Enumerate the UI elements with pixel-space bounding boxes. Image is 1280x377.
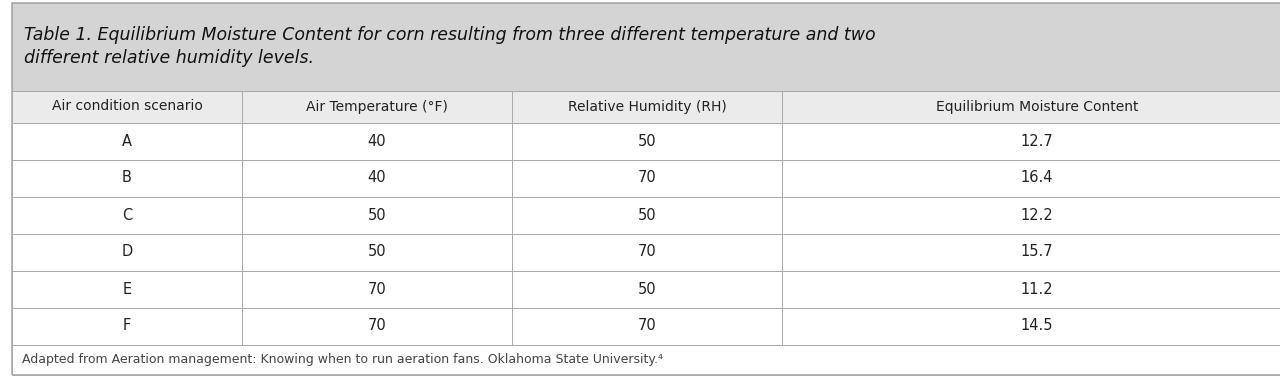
Bar	[782, 308, 1280, 345]
Bar	[242, 90, 512, 123]
Text: D: D	[122, 245, 133, 259]
Bar	[512, 123, 782, 159]
Bar	[512, 196, 782, 233]
Text: 50: 50	[637, 133, 657, 149]
Bar	[242, 196, 512, 233]
Bar	[512, 233, 782, 271]
Bar	[242, 159, 512, 196]
Text: 15.7: 15.7	[1020, 245, 1053, 259]
Bar	[512, 90, 782, 123]
Bar	[782, 196, 1280, 233]
Bar	[242, 308, 512, 345]
Bar	[12, 3, 1280, 90]
Text: 70: 70	[637, 319, 657, 334]
Bar	[782, 159, 1280, 196]
Bar	[242, 123, 512, 159]
Bar	[782, 233, 1280, 271]
Text: 50: 50	[367, 245, 387, 259]
Bar	[12, 308, 242, 345]
Bar	[12, 233, 242, 271]
Bar	[782, 90, 1280, 123]
Text: 40: 40	[367, 133, 387, 149]
Text: A: A	[122, 133, 132, 149]
Text: E: E	[123, 282, 132, 296]
Text: 50: 50	[637, 207, 657, 222]
Text: Equilibrium Moisture Content: Equilibrium Moisture Content	[936, 100, 1138, 113]
Text: 50: 50	[367, 207, 387, 222]
Bar	[782, 123, 1280, 159]
Bar	[12, 271, 242, 308]
Text: 12.2: 12.2	[1020, 207, 1053, 222]
Text: 11.2: 11.2	[1020, 282, 1053, 296]
Bar	[242, 271, 512, 308]
Bar	[12, 196, 242, 233]
Text: 14.5: 14.5	[1020, 319, 1053, 334]
Text: 70: 70	[367, 319, 387, 334]
Bar	[512, 271, 782, 308]
Text: Table 1. Equilibrium Moisture Content for corn resulting from three different te: Table 1. Equilibrium Moisture Content fo…	[24, 26, 876, 67]
Text: 70: 70	[637, 245, 657, 259]
Bar	[782, 271, 1280, 308]
Text: B: B	[122, 170, 132, 185]
Text: 40: 40	[367, 170, 387, 185]
Bar	[512, 308, 782, 345]
Bar	[512, 159, 782, 196]
Bar	[12, 345, 1280, 374]
Text: Air condition scenario: Air condition scenario	[51, 100, 202, 113]
Bar	[242, 233, 512, 271]
Bar	[12, 90, 242, 123]
Text: 70: 70	[637, 170, 657, 185]
Text: Relative Humidity (RH): Relative Humidity (RH)	[567, 100, 726, 113]
Bar	[12, 159, 242, 196]
Bar	[12, 123, 242, 159]
Text: 50: 50	[637, 282, 657, 296]
Text: F: F	[123, 319, 131, 334]
Text: Adapted from Aeration management: Knowing when to run aeration fans. Oklahoma St: Adapted from Aeration management: Knowin…	[22, 353, 663, 366]
Text: 12.7: 12.7	[1020, 133, 1053, 149]
Text: 70: 70	[367, 282, 387, 296]
Text: 16.4: 16.4	[1020, 170, 1053, 185]
Text: Air Temperature (°F): Air Temperature (°F)	[306, 100, 448, 113]
Text: C: C	[122, 207, 132, 222]
